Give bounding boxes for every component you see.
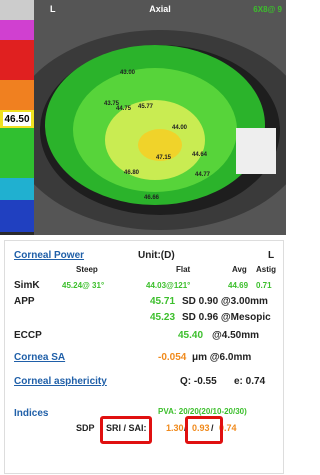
section-title: Corneal asphericity [14,376,107,387]
section-title: Indices [14,408,48,419]
row-label: SimK [14,280,40,291]
value: 44.03@121° [146,281,190,290]
map-label: 44.77 [195,172,210,178]
value: Q: -0.55 [180,376,217,387]
value: @4.50mm [212,330,259,341]
section-title: Cornea SA [14,352,65,363]
map-label: 46.66 [144,195,159,201]
highlight-box [100,416,152,444]
header: Steep [76,265,98,274]
value: 1.30 [166,423,184,433]
value: SD 0.90 @3.00mm [182,296,268,307]
row-label: APP [14,296,35,307]
header: Avg [232,265,247,274]
eye: L [50,4,56,14]
value: 44.69 [228,281,248,290]
eye: L [268,250,274,261]
map-label: 44.64 [192,152,207,158]
value: 45.24@ 31° [62,281,104,290]
value: μm @6.0mm [192,352,251,363]
code: 6X8@ 9 [253,5,282,14]
value: 45.71 [150,296,175,307]
value: SD 0.96 @Mesopic [182,312,271,323]
unit: Unit:(D) [138,250,175,261]
row-label: ECCP [14,330,42,341]
value: 0.71 [256,281,272,290]
highlight-box [185,416,223,444]
value: e: 0.74 [234,376,265,387]
map-label: 43.00 [120,70,135,76]
value: 45.40 [178,330,203,341]
map-label: 44.75 [116,106,131,112]
section-title: Corneal Power [14,250,84,261]
header: Astig [256,265,276,274]
topography-map: 46.50 L Axial 6X8@ 9 [0,0,286,235]
view: Axial [149,4,171,14]
header: Flat [176,265,190,274]
scale-highlight: 46.50 [4,114,29,125]
map-label: 46.80 [124,170,139,176]
value: 45.23 [150,312,175,323]
value: PVA: 20/20(20/10-20/30) [158,407,247,416]
map-label: 47.15 [156,155,171,161]
value: -0.054 [158,352,186,363]
map-label: 44.00 [172,125,187,131]
map-label: 45.77 [138,104,153,110]
label: SDP [76,423,95,433]
